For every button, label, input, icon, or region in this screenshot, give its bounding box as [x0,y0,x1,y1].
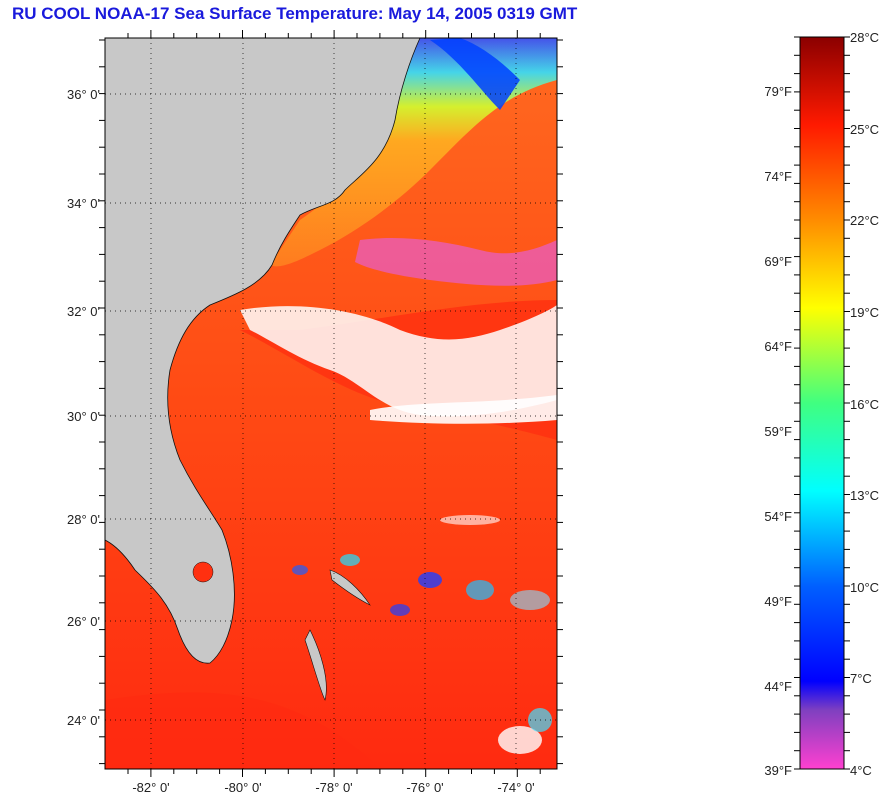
fahrenheit-label: 59°F [764,424,792,439]
celsius-label: 7°C [850,671,872,686]
color-scale [799,36,845,770]
fahrenheit-label: 54°F [764,509,792,524]
lat-label: 26° 0' [67,614,100,629]
celsius-label: 19°C [850,305,879,320]
celsius-label: 25°C [850,122,879,137]
fahrenheit-label: 44°F [764,679,792,694]
lon-label: -76° 0' [406,780,443,795]
celsius-label: 13°C [850,488,879,503]
lon-label: -82° 0' [132,780,169,795]
fahrenheit-label: 69°F [764,254,792,269]
land-mass [105,38,421,664]
fahrenheit-label: 74°F [764,169,792,184]
lon-label: -74° 0' [497,780,534,795]
celsius-label: 10°C [850,580,879,595]
color-bar: 79°F 74°F 69°F 64°F 59°F 54°F 49°F 44°F … [764,30,879,778]
map-title: RU COOL NOAA-17 Sea Surface Temperature:… [12,4,578,23]
graticule [105,38,557,769]
lat-label: 34° 0' [67,196,100,211]
fahrenheit-label: 39°F [764,763,792,778]
lat-label: 30° 0' [67,409,100,424]
lake-icon [192,561,214,583]
lat-label: 32° 0' [67,304,100,319]
fahrenheit-label: 79°F [764,84,792,99]
lat-labels: 36° 0' 34° 0' 32° 0' 30° 0' 28° 0' 26° 0… [67,87,100,728]
lat-label: 28° 0' [67,512,100,527]
celsius-label: 16°C [850,397,879,412]
fahrenheit-label: 64°F [764,339,792,354]
axis-ticks [99,30,563,777]
celsius-label: 4°C [850,763,872,778]
lon-labels: -82° 0' -80° 0' -78° 0' -76° 0' -74° 0' [132,780,534,795]
lat-label: 36° 0' [67,87,100,102]
lon-label: -78° 0' [315,780,352,795]
map-frame [104,37,558,770]
fahrenheit-label: 49°F [764,594,792,609]
celsius-label: 22°C [850,213,879,228]
lon-label: -80° 0' [224,780,261,795]
map-image [105,38,557,769]
celsius-label: 28°C [850,30,879,45]
lat-label: 24° 0' [67,713,100,728]
